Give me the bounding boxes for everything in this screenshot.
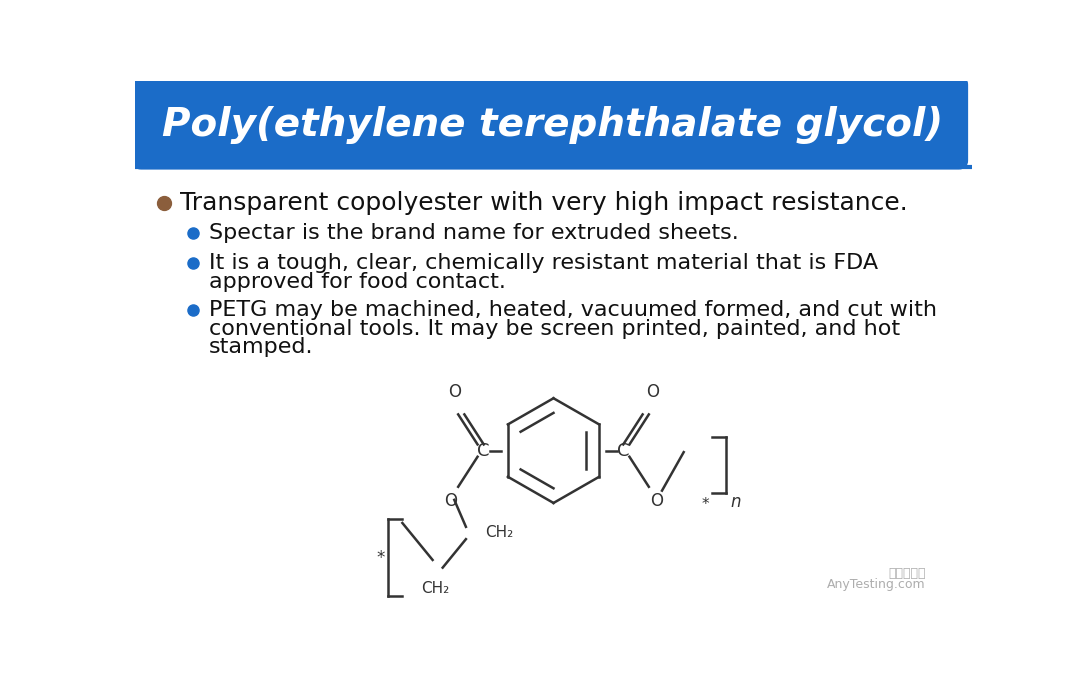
Text: 嘉峨检测网: 嘉峨检测网 — [888, 567, 926, 580]
Text: C: C — [617, 441, 630, 460]
Text: O: O — [444, 492, 457, 510]
Text: stamped.: stamped. — [208, 338, 313, 358]
Text: O: O — [646, 383, 659, 402]
Text: *: * — [376, 549, 384, 566]
Text: Poly(ethylene terephthalate glycol)  (PETG)…: Poly(ethylene terephthalate glycol) (PET… — [162, 106, 1080, 144]
Text: conventional tools. It may be screen printed, painted, and hot: conventional tools. It may be screen pri… — [208, 319, 900, 339]
Text: PETG may be machined, heated, vacuumed formed, and cut with: PETG may be machined, heated, vacuumed f… — [208, 300, 936, 321]
Text: n: n — [730, 493, 741, 511]
Text: It is a tough, clear, chemically resistant material that is FDA: It is a tough, clear, chemically resista… — [208, 254, 878, 273]
Text: Transparent copolyester with very high impact resistance.: Transparent copolyester with very high i… — [180, 190, 907, 215]
Text: O: O — [650, 492, 663, 510]
Text: Spectar is the brand name for extruded sheets.: Spectar is the brand name for extruded s… — [208, 223, 739, 244]
Text: CH₂: CH₂ — [485, 526, 514, 541]
Text: AnyTesting.com: AnyTesting.com — [827, 578, 926, 591]
Text: *: * — [702, 497, 710, 512]
FancyBboxPatch shape — [132, 76, 968, 169]
Text: O: O — [448, 383, 461, 402]
Text: approved for food contact.: approved for food contact. — [208, 272, 505, 292]
Text: CH₂: CH₂ — [421, 580, 449, 596]
Text: C: C — [477, 441, 490, 460]
